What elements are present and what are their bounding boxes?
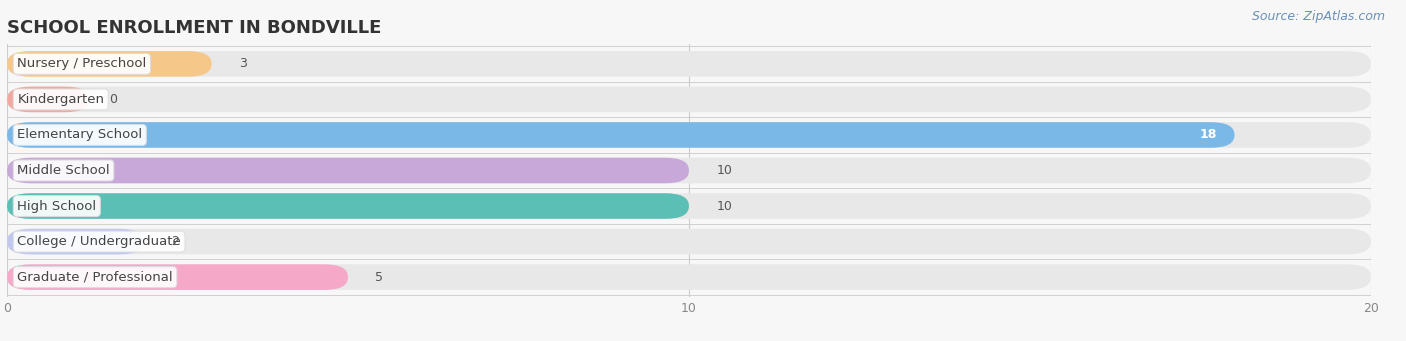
Text: Kindergarten: Kindergarten [17,93,104,106]
FancyBboxPatch shape [7,264,1371,290]
Text: Nursery / Preschool: Nursery / Preschool [17,57,146,70]
FancyBboxPatch shape [7,51,1371,77]
FancyBboxPatch shape [7,158,1371,183]
FancyBboxPatch shape [7,87,89,112]
Text: 5: 5 [375,271,384,284]
Text: 3: 3 [239,57,247,70]
Text: 10: 10 [716,199,733,212]
FancyBboxPatch shape [7,264,349,290]
FancyBboxPatch shape [7,193,689,219]
FancyBboxPatch shape [7,122,1371,148]
Text: 10: 10 [716,164,733,177]
Text: 2: 2 [170,235,179,248]
FancyBboxPatch shape [7,229,143,254]
FancyBboxPatch shape [7,193,1371,219]
Text: 18: 18 [1201,129,1218,142]
FancyBboxPatch shape [7,229,1371,254]
Text: Source: ZipAtlas.com: Source: ZipAtlas.com [1251,10,1385,23]
Text: College / Undergraduate: College / Undergraduate [17,235,181,248]
FancyBboxPatch shape [7,158,689,183]
Text: Graduate / Professional: Graduate / Professional [17,271,173,284]
Text: Elementary School: Elementary School [17,129,142,142]
Text: 0: 0 [110,93,117,106]
FancyBboxPatch shape [7,87,1371,112]
Text: SCHOOL ENROLLMENT IN BONDVILLE: SCHOOL ENROLLMENT IN BONDVILLE [7,19,381,37]
FancyBboxPatch shape [7,122,1234,148]
Text: High School: High School [17,199,97,212]
FancyBboxPatch shape [7,51,212,77]
Text: Middle School: Middle School [17,164,110,177]
